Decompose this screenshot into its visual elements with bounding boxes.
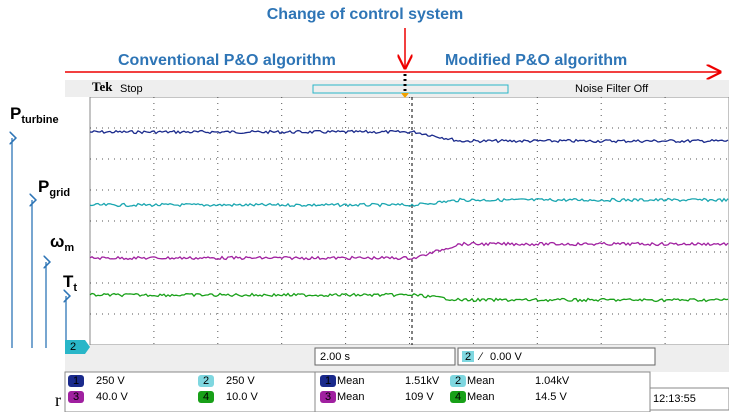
signal-symbol: ω (50, 232, 64, 251)
signal-subscript: t (73, 282, 77, 294)
measure-label: Mean (337, 375, 365, 387)
signal-label: Tt (63, 272, 77, 293)
measure-value: 14.5 V (535, 391, 567, 403)
measure-label: Mean (467, 391, 495, 403)
signal-label: Pturbine (10, 104, 59, 125)
brand: Tek (92, 79, 113, 94)
page: {"annotations":{"change":"Change of cont… (0, 0, 729, 412)
figure: Change of control system Conventional P&… (0, 0, 729, 412)
filter: Noise Filter Off (575, 83, 649, 95)
channel-id: 2 (203, 375, 209, 387)
measure-id: 3 (325, 391, 331, 403)
trigger-box (458, 348, 655, 365)
signal-symbol: P (38, 177, 49, 196)
measure-id: 2 (455, 375, 461, 387)
measure-label: Mean (337, 391, 365, 403)
signal-subscript: turbine (21, 114, 58, 126)
state: Stop (120, 83, 143, 95)
timebase: 2.00 s (320, 351, 350, 363)
signal-symbol: P (10, 104, 21, 123)
trigger-channel: 2 (465, 351, 471, 363)
ground-marker-label: 2 (70, 341, 76, 353)
measure-value: 1.51kV (405, 375, 440, 387)
measure-value: 1.04kV (535, 375, 570, 387)
ground-marker (65, 340, 90, 354)
signal-label: Pgrid (38, 177, 70, 198)
signal-subscript: grid (49, 187, 70, 199)
channel-scale: 10.0 V (226, 391, 258, 403)
stray-text: r (55, 390, 61, 410)
clock: 12:13:55 (653, 393, 696, 405)
channel-scale: 40.0 V (96, 391, 128, 403)
annotation: Modified P&O algorithm (445, 52, 627, 69)
annotation: Change of control system (267, 6, 463, 23)
measure-id: 4 (455, 391, 461, 403)
annotation: Conventional P&O algorithm (118, 52, 336, 69)
signal-subscript: m (64, 242, 74, 254)
signal-label: ωm (50, 232, 74, 253)
channel-id: 3 (73, 391, 79, 403)
signal-symbol: T (63, 272, 74, 291)
measure-id: 1 (325, 375, 331, 387)
trigger-level: 0.00 V (490, 351, 522, 363)
channel-scale: 250 V (226, 375, 255, 387)
channel-id: 4 (203, 391, 209, 403)
channel-id: 1 (73, 375, 79, 387)
measure-value: 109 V (405, 391, 434, 403)
measure-label: Mean (467, 375, 495, 387)
channel-scale: 250 V (96, 375, 125, 387)
